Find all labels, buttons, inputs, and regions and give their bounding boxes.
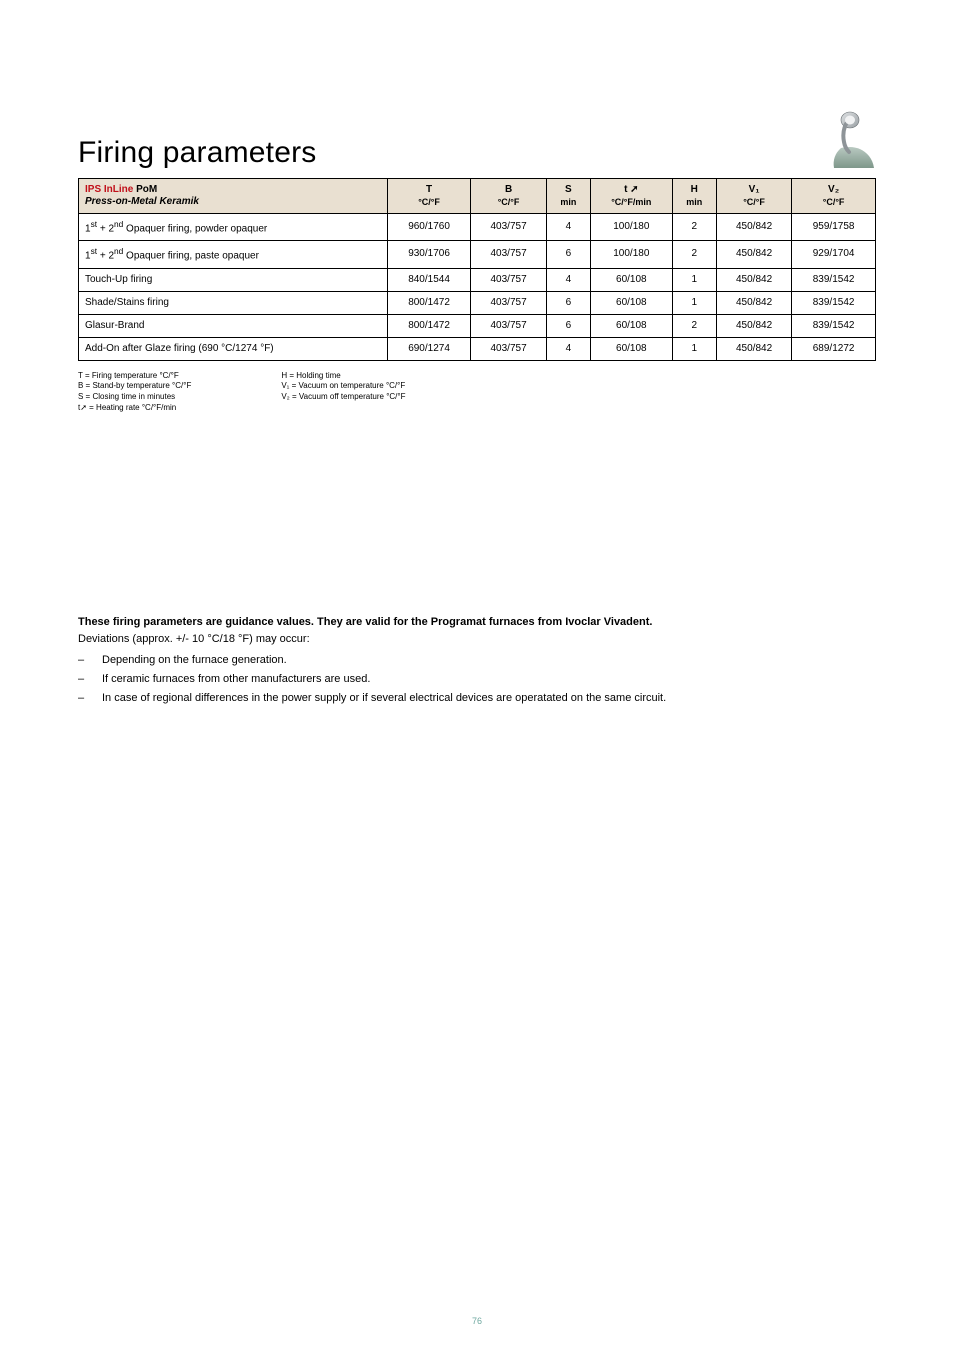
notes-list: –Depending on the furnace generation.–If… [78, 652, 876, 707]
legend-line: H = Holding time [281, 371, 405, 382]
cell-B: 403/757 [471, 314, 546, 337]
press-line: Press-on-Metal Keramik [85, 196, 199, 207]
page-title: Firing parameters [78, 136, 316, 170]
cell-t: 60/108 [591, 291, 672, 314]
cell-V1: 450/842 [716, 268, 791, 291]
cell-name_html: 1st + 2nd Opaquer firing, powder opaquer [79, 214, 388, 241]
ips-label: IPS InLine [85, 184, 133, 195]
notes-sub: Deviations (approx. +/- 10 °C/18 °F) may… [78, 631, 876, 648]
furnace-graphic [806, 110, 876, 170]
dash: – [78, 652, 88, 669]
cell-B: 403/757 [471, 337, 546, 360]
header-row: Firing parameters [78, 110, 876, 170]
cell-S: 4 [546, 337, 590, 360]
col-header-name: IPS InLine PoM Press-on-Metal Keramik [79, 179, 388, 214]
dash: – [78, 690, 88, 707]
list-item: –If ceramic furnaces from other manufact… [78, 671, 876, 688]
cell-name_html: 1st + 2nd Opaquer firing, paste opaquer [79, 241, 388, 268]
cell-t: 60/108 [591, 314, 672, 337]
cell-B: 403/757 [471, 291, 546, 314]
cell-name_html: Add-On after Glaze firing (690 °C/1274 °… [79, 337, 388, 360]
legend-line: T = Firing temperature °C/°F [78, 371, 191, 382]
list-item-text: If ceramic furnaces from other manufactu… [102, 671, 370, 688]
cell-V2: 839/1542 [792, 268, 876, 291]
col-header-T: T °C/°F [387, 179, 471, 214]
list-item: –In case of regional differences in the … [78, 690, 876, 707]
cell-T: 840/1544 [387, 268, 471, 291]
cell-V2: 839/1542 [792, 291, 876, 314]
cell-V2: 959/1758 [792, 214, 876, 241]
cell-S: 6 [546, 241, 590, 268]
cell-T: 930/1706 [387, 241, 471, 268]
legend-line: S = Closing time in minutes [78, 392, 191, 403]
cell-H: 2 [672, 241, 716, 268]
legend-left: T = Firing temperature °C/°FB = Stand-by… [78, 371, 191, 414]
cell-S: 6 [546, 291, 590, 314]
cell-T: 800/1472 [387, 314, 471, 337]
legend-line: t➚ = Heating rate °C/°F/min [78, 403, 191, 414]
page-number: 76 [0, 1316, 954, 1326]
cell-V1: 450/842 [716, 214, 791, 241]
cell-H: 1 [672, 337, 716, 360]
col-header-V2: V₂ °C/°F [792, 179, 876, 214]
cell-V2: 689/1272 [792, 337, 876, 360]
cell-V1: 450/842 [716, 314, 791, 337]
col-header-V1: V₁ °C/°F [716, 179, 791, 214]
table-row: Touch-Up firing840/1544403/757460/108145… [79, 268, 876, 291]
dash: – [78, 671, 88, 688]
cell-name_html: Touch-Up firing [79, 268, 388, 291]
cell-B: 403/757 [471, 241, 546, 268]
cell-H: 1 [672, 268, 716, 291]
cell-H: 1 [672, 291, 716, 314]
table-header: IPS InLine PoM Press-on-Metal Keramik T … [79, 179, 876, 214]
cell-V2: 839/1542 [792, 314, 876, 337]
list-item-text: In case of regional differences in the p… [102, 690, 666, 707]
table-row: Glasur-Brand800/1472403/757660/1082450/8… [79, 314, 876, 337]
cell-T: 690/1274 [387, 337, 471, 360]
cell-S: 4 [546, 268, 590, 291]
cell-T: 800/1472 [387, 291, 471, 314]
cell-t: 100/180 [591, 241, 672, 268]
col-header-B: B °C/°F [471, 179, 546, 214]
cell-H: 2 [672, 214, 716, 241]
pom-label: PoM [136, 184, 157, 195]
cell-name_html: Glasur-Brand [79, 314, 388, 337]
cell-V1: 450/842 [716, 241, 791, 268]
cell-t: 60/108 [591, 268, 672, 291]
table-row: 1st + 2nd Opaquer firing, powder opaquer… [79, 214, 876, 241]
table-row: Shade/Stains firing800/1472403/757660/10… [79, 291, 876, 314]
cell-V1: 450/842 [716, 291, 791, 314]
cell-B: 403/757 [471, 214, 546, 241]
cell-T: 960/1760 [387, 214, 471, 241]
cell-S: 6 [546, 314, 590, 337]
list-item: –Depending on the furnace generation. [78, 652, 876, 669]
cell-H: 2 [672, 314, 716, 337]
col-header-S: S min [546, 179, 590, 214]
cell-V1: 450/842 [716, 337, 791, 360]
legend-line: B = Stand-by temperature °C/°F [78, 381, 191, 392]
col-header-H: H min [672, 179, 716, 214]
legend-right: H = Holding timeV₁ = Vacuum on temperatu… [281, 371, 405, 414]
legend: T = Firing temperature °C/°FB = Stand-by… [78, 371, 876, 414]
cell-S: 4 [546, 214, 590, 241]
notes: These firing parameters are guidance val… [78, 614, 876, 707]
table-row: Add-On after Glaze firing (690 °C/1274 °… [79, 337, 876, 360]
cell-V2: 929/1704 [792, 241, 876, 268]
legend-line: V₁ = Vacuum on temperature °C/°F [281, 381, 405, 392]
cell-t: 100/180 [591, 214, 672, 241]
cell-name_html: Shade/Stains firing [79, 291, 388, 314]
table-row: 1st + 2nd Opaquer firing, paste opaquer9… [79, 241, 876, 268]
col-header-t: t ➚ °C/°F/min [591, 179, 672, 214]
cell-B: 403/757 [471, 268, 546, 291]
cell-t: 60/108 [591, 337, 672, 360]
firing-table: IPS InLine PoM Press-on-Metal Keramik T … [78, 178, 876, 361]
notes-lead: These firing parameters are guidance val… [78, 614, 876, 631]
list-item-text: Depending on the furnace generation. [102, 652, 287, 669]
legend-line: V₂ = Vacuum off temperature °C/°F [281, 392, 405, 403]
